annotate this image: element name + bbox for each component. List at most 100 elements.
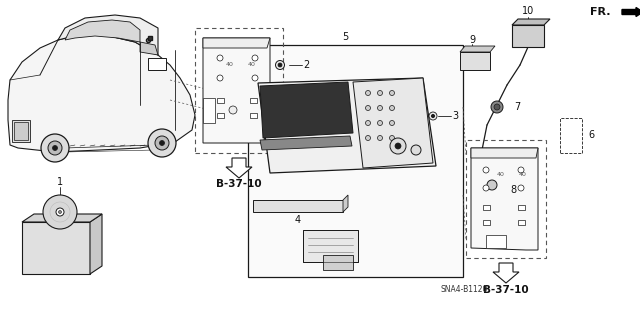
Circle shape: [378, 91, 383, 95]
Circle shape: [148, 129, 176, 157]
Polygon shape: [203, 98, 215, 123]
Text: 2: 2: [303, 60, 309, 70]
Circle shape: [43, 195, 77, 229]
Circle shape: [378, 136, 383, 140]
Polygon shape: [22, 214, 102, 222]
Circle shape: [229, 106, 237, 114]
Circle shape: [56, 208, 64, 216]
Circle shape: [411, 145, 421, 155]
Bar: [518, 220, 525, 225]
Circle shape: [390, 106, 394, 110]
Polygon shape: [203, 38, 270, 48]
Circle shape: [487, 180, 497, 190]
Polygon shape: [260, 82, 353, 138]
Bar: [560, 118, 582, 153]
Polygon shape: [226, 158, 252, 178]
FancyArrow shape: [622, 8, 640, 17]
Circle shape: [217, 55, 223, 61]
Bar: [250, 113, 257, 118]
Circle shape: [275, 61, 285, 70]
Circle shape: [431, 115, 435, 117]
Polygon shape: [140, 42, 158, 55]
Text: 6: 6: [588, 130, 594, 140]
Circle shape: [48, 141, 62, 155]
Circle shape: [58, 211, 61, 213]
Text: B-37-10: B-37-10: [216, 179, 262, 189]
Bar: [483, 220, 490, 225]
Circle shape: [155, 136, 169, 150]
Bar: [217, 98, 224, 103]
Circle shape: [278, 63, 282, 67]
Circle shape: [483, 167, 489, 173]
Polygon shape: [493, 263, 519, 283]
Bar: [303, 230, 358, 262]
Polygon shape: [460, 46, 495, 52]
Bar: [518, 205, 525, 210]
Text: 10: 10: [522, 6, 534, 16]
Text: 40: 40: [248, 62, 256, 66]
Text: SNA4-B1120: SNA4-B1120: [440, 286, 488, 294]
Polygon shape: [203, 38, 270, 143]
Polygon shape: [258, 78, 436, 173]
Bar: [466, 140, 546, 258]
Circle shape: [41, 134, 69, 162]
Polygon shape: [486, 235, 506, 248]
Circle shape: [395, 143, 401, 149]
Circle shape: [390, 121, 394, 125]
Circle shape: [252, 55, 258, 61]
Polygon shape: [90, 214, 102, 274]
Polygon shape: [22, 222, 90, 274]
Circle shape: [390, 138, 406, 154]
Text: 1: 1: [57, 177, 63, 187]
Bar: [217, 113, 224, 118]
Bar: [12, 120, 30, 142]
Bar: [323, 255, 353, 270]
Circle shape: [378, 121, 383, 125]
Text: B-37-10: B-37-10: [483, 285, 529, 295]
Polygon shape: [8, 35, 195, 152]
Circle shape: [365, 106, 371, 110]
Polygon shape: [260, 136, 352, 150]
Bar: [148, 58, 166, 70]
Bar: [250, 98, 257, 103]
Bar: [195, 28, 283, 153]
Circle shape: [217, 75, 223, 81]
Circle shape: [483, 185, 489, 191]
Polygon shape: [65, 20, 140, 42]
Circle shape: [390, 136, 394, 140]
Polygon shape: [512, 19, 550, 25]
Text: 7: 7: [514, 102, 520, 112]
Circle shape: [52, 145, 58, 151]
Circle shape: [518, 167, 524, 173]
Circle shape: [518, 185, 524, 191]
Polygon shape: [471, 148, 538, 250]
Text: 9: 9: [469, 35, 475, 45]
Circle shape: [378, 106, 383, 110]
Circle shape: [252, 75, 258, 81]
Text: 5: 5: [342, 32, 348, 42]
Circle shape: [365, 136, 371, 140]
Polygon shape: [58, 15, 158, 55]
Polygon shape: [353, 78, 433, 168]
Text: FR.: FR.: [590, 7, 611, 17]
Text: 8: 8: [510, 185, 516, 195]
Polygon shape: [471, 148, 538, 158]
Text: 3: 3: [452, 111, 458, 121]
Bar: [460, 52, 490, 70]
Text: 40: 40: [226, 62, 234, 66]
Polygon shape: [512, 25, 544, 47]
Circle shape: [159, 140, 164, 145]
Bar: [248, 45, 463, 277]
Bar: [14, 122, 28, 140]
Circle shape: [365, 121, 371, 125]
Circle shape: [390, 91, 394, 95]
Text: 40: 40: [497, 173, 505, 177]
Polygon shape: [343, 195, 348, 212]
Bar: [303, 230, 358, 262]
Text: 40: 40: [519, 173, 527, 177]
Circle shape: [365, 91, 371, 95]
Text: 4: 4: [295, 215, 301, 225]
Circle shape: [491, 101, 503, 113]
Polygon shape: [253, 200, 343, 212]
Circle shape: [494, 104, 500, 110]
